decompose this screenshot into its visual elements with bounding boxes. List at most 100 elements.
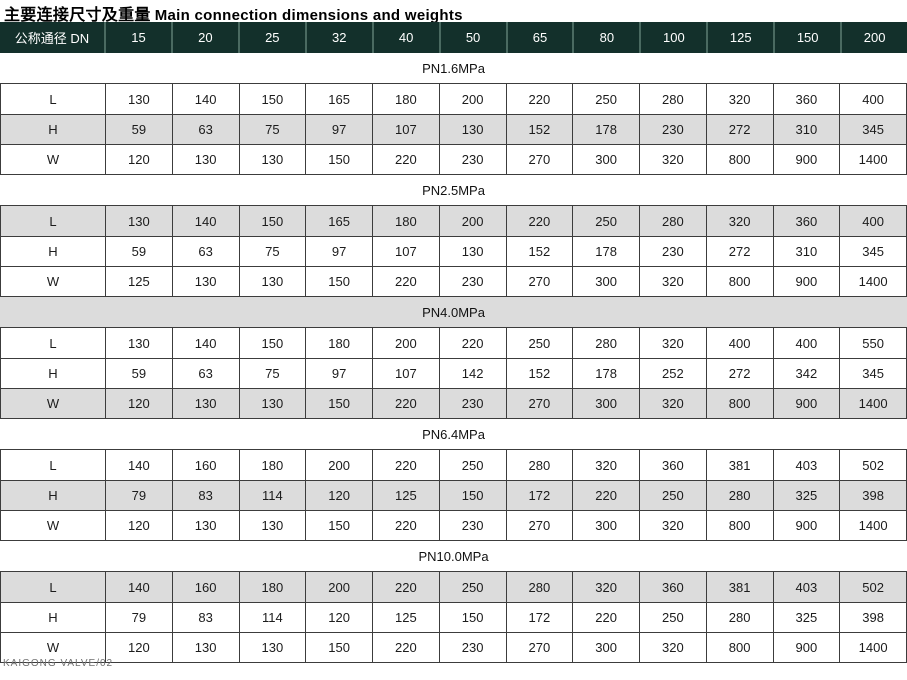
value-cell: 63	[171, 237, 239, 266]
dimension-row: W 125 130 130 150 220 230 270 300 320 800 900 1400	[1, 266, 906, 296]
value-cell: 120	[305, 603, 372, 632]
value-cell: 320	[639, 328, 706, 358]
dimension-row: H 79 83 114 120 125 150 172 220 250 280 325 398	[1, 480, 906, 510]
value-cell: 75	[238, 115, 306, 144]
row-label-cell: W	[46, 518, 60, 533]
value-cell: 160	[171, 450, 239, 480]
row-label-cell: L	[49, 213, 57, 229]
dn-header-cell: 32	[304, 22, 372, 53]
value-cell: 1400	[839, 389, 906, 418]
value-cell: 150	[238, 328, 306, 358]
value-cell: 59	[105, 359, 172, 388]
value-cell: 398	[839, 603, 906, 632]
value-cell: 83	[171, 603, 239, 632]
value-cell: 280	[705, 603, 773, 632]
value-cell: 300	[572, 633, 639, 662]
dimension-row-group: L 130 140 150 165 180 200 220 250 280 320 360 400 H 59…	[0, 83, 907, 175]
value-cell: 180	[238, 450, 306, 480]
value-cell: 250	[639, 603, 706, 632]
value-cell: 250	[572, 84, 639, 114]
value-cell: 97	[305, 359, 372, 388]
value-cell: 75	[238, 359, 306, 388]
value-cell: 130	[238, 633, 306, 662]
row-label-cell: L	[49, 91, 57, 107]
value-cell: 220	[438, 328, 506, 358]
value-cell: 403	[772, 450, 840, 480]
page-title-english: Main connection dimensions and weights	[154, 7, 463, 24]
dn-header-cell: 15	[104, 22, 171, 53]
value-cell: 120	[105, 633, 172, 662]
value-cell: 280	[505, 450, 573, 480]
value-cell: 900	[772, 267, 840, 296]
value-cell: 150	[305, 267, 372, 296]
value-cell: 200	[372, 328, 439, 358]
dn-header-cell: 100	[639, 22, 706, 53]
value-cell: 172	[505, 603, 573, 632]
value-cell: 200	[438, 206, 506, 236]
value-cell: 320	[572, 450, 639, 480]
value-cell: 140	[105, 450, 172, 480]
value-cell: 114	[238, 603, 306, 632]
pressure-band-label: PN4.0MPa	[0, 297, 907, 327]
value-cell: 400	[705, 328, 773, 358]
value-cell: 800	[705, 511, 773, 540]
value-cell: 220	[505, 84, 573, 114]
value-cell: 150	[438, 481, 506, 510]
value-cell: 1400	[839, 267, 906, 296]
pressure-band-label: PN6.4MPa	[422, 426, 485, 442]
row-label-cell: H	[48, 122, 58, 137]
value-cell: 130	[438, 115, 506, 144]
value-cell: 230	[639, 115, 706, 144]
value-cell: 120	[105, 511, 172, 540]
value-cell: 300	[572, 389, 639, 418]
value-cell: 165	[305, 84, 372, 114]
value-cell: 180	[372, 84, 439, 114]
value-cell: 130	[438, 237, 506, 266]
value-cell: 120	[105, 145, 172, 174]
value-cell: 150	[305, 633, 372, 662]
value-cell: 310	[772, 237, 840, 266]
value-cell: 200	[305, 450, 372, 480]
value-cell: 270	[505, 511, 573, 540]
value-cell: 140	[171, 328, 239, 358]
value-cell: 220	[505, 206, 573, 236]
value-cell: 800	[705, 633, 773, 662]
value-cell: 230	[438, 267, 506, 296]
value-cell: 270	[505, 389, 573, 418]
value-cell: 83	[171, 481, 239, 510]
value-cell: 130	[171, 633, 239, 662]
row-label-cell: H	[48, 366, 58, 381]
value-cell: 398	[839, 481, 906, 510]
value-cell: 900	[772, 633, 840, 662]
value-cell: 140	[171, 84, 239, 114]
value-cell: 120	[105, 389, 172, 418]
value-cell: 800	[705, 145, 773, 174]
row-label-cell: W	[46, 152, 60, 167]
value-cell: 230	[639, 237, 706, 266]
value-cell: 381	[705, 572, 773, 602]
value-cell: 120	[305, 481, 372, 510]
dimension-row: W 120 130 130 150 220 230 270 300 320 800 900 1400	[1, 144, 906, 174]
value-cell: 114	[238, 481, 306, 510]
dimension-row: L 130 140 150 165 180 200 220 250 280 320 360 400	[1, 84, 906, 114]
value-cell: 220	[372, 389, 439, 418]
value-cell: 250	[639, 481, 706, 510]
value-cell: 250	[438, 450, 506, 480]
value-cell: 1400	[839, 511, 906, 540]
value-cell: 152	[505, 359, 573, 388]
dimension-row-group: L 140 160 180 200 220 250 280 320 360 381 403 502 H 79…	[0, 571, 907, 663]
value-cell: 125	[372, 481, 439, 510]
value-cell: 345	[839, 359, 906, 388]
value-cell: 320	[639, 267, 706, 296]
value-cell: 230	[438, 633, 506, 662]
value-cell: 220	[372, 267, 439, 296]
value-cell: 345	[839, 237, 906, 266]
pressure-band-label: PN2.5MPa	[422, 182, 485, 198]
value-cell: 130	[238, 389, 306, 418]
dn-header-cell: 65	[505, 22, 573, 53]
row-label-cell: W	[46, 640, 60, 655]
value-cell: 130	[105, 206, 172, 236]
value-cell: 325	[772, 481, 840, 510]
value-cell: 200	[438, 84, 506, 114]
value-cell: 250	[438, 572, 506, 602]
